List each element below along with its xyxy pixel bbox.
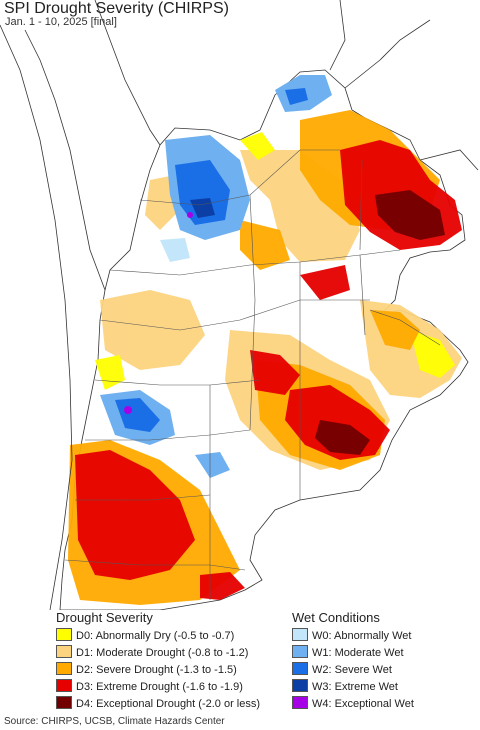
d4-zones [315, 190, 445, 455]
swatch-w4 [292, 696, 308, 709]
legend-item-w4: W4: Exceptional Wet [292, 696, 414, 710]
legend-label-w0: W0: Abnormally Wet [312, 630, 412, 642]
legend-label-d0: D0: Abnormally Dry (-0.5 to -0.7) [76, 630, 235, 642]
swatch-d0 [56, 628, 72, 641]
d0-zones [95, 132, 455, 390]
legend-label-w3: W3: Extreme Wet [312, 681, 398, 693]
drought-map [0, 0, 480, 610]
legend-item-d3: D3: Extreme Drought (-1.6 to -1.9) [56, 679, 243, 693]
legend-item-d4: D4: Exceptional Drought (-2.0 or less) [56, 696, 260, 710]
legend-item-d1: D1: Moderate Drought (-0.8 to -1.2) [56, 645, 248, 659]
swatch-w1 [292, 645, 308, 658]
legend-item-w1: W1: Moderate Wet [292, 645, 404, 659]
swatch-d3 [56, 679, 72, 692]
legend-label-w1: W1: Moderate Wet [312, 647, 404, 659]
legend-label-w4: W4: Exceptional Wet [312, 698, 414, 710]
legend-item-w2: W2: Severe Wet [292, 662, 392, 676]
legend-label-w2: W2: Severe Wet [312, 664, 392, 676]
swatch-w3 [292, 679, 308, 692]
swatch-w2 [292, 662, 308, 675]
neighbor-outlines [0, 0, 479, 610]
legend-item-w0: W0: Abnormally Wet [292, 628, 411, 642]
swatch-d1 [56, 645, 72, 658]
legend-label-d1: D1: Moderate Drought (-0.8 to -1.2) [76, 647, 249, 659]
legend-label-d4: D4: Exceptional Drought (-2.0 or less) [76, 698, 261, 710]
legend-item-w3: W3: Extreme Wet [292, 679, 398, 693]
swatch-d2 [56, 662, 72, 675]
legend-drought-heading: Drought Severity [56, 610, 153, 625]
legend-item-d2: D2: Severe Drought (-1.3 to -1.5) [56, 662, 237, 676]
swatch-w0 [292, 628, 308, 641]
legend-item-d0: D0: Abnormally Dry (-0.5 to -0.7) [56, 628, 234, 642]
legend-label-d2: D2: Severe Drought (-1.3 to -1.5) [76, 664, 237, 676]
admin-boundaries [64, 149, 441, 600]
legend: Drought Severity Wet Conditions D0: Abno… [0, 610, 480, 710]
legend-label-d3: D3: Extreme Drought (-1.6 to -1.9) [76, 681, 243, 693]
swatch-d4 [56, 696, 72, 709]
legend-wet-heading: Wet Conditions [292, 610, 380, 625]
source-credit: Source: CHIRPS, UCSB, Climate Hazards Ce… [4, 716, 225, 727]
map-title: SPI Drought Severity (CHIRPS) [4, 0, 229, 17]
wet-zones [100, 75, 332, 478]
map-subtitle: Jan. 1 - 10, 2025 [final] [5, 16, 117, 28]
